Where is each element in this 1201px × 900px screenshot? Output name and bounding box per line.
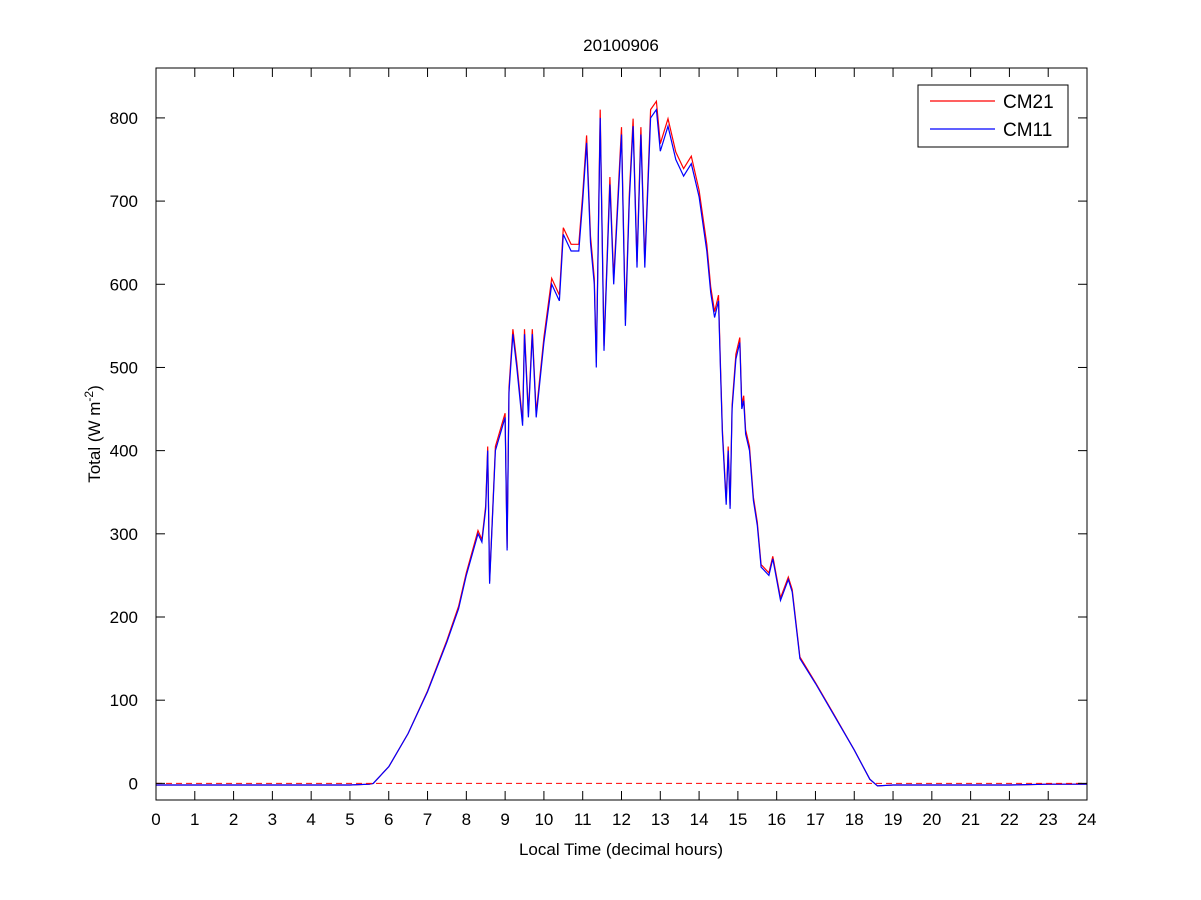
x-tick-label: 2 (229, 810, 238, 829)
legend: CM21 CM11 (917, 84, 1069, 148)
x-tick-label: 16 (767, 810, 786, 829)
y-tick-label: 600 (110, 275, 138, 294)
y-tick-label: 400 (110, 442, 138, 461)
y-tick-label: 500 (110, 358, 138, 377)
x-tick-label: 9 (500, 810, 509, 829)
chart-title: 20100906 (583, 36, 659, 55)
y-axis-label: Total (W m-2) (82, 385, 104, 483)
x-tick-label: 5 (345, 810, 354, 829)
y-tick-label: 300 (110, 525, 138, 544)
x-tick-label: 7 (423, 810, 432, 829)
y-tick-label: 0 (129, 774, 138, 793)
x-tick-label: 20 (922, 810, 941, 829)
x-tick-label: 22 (1000, 810, 1019, 829)
x-tick-label: 11 (574, 810, 592, 829)
y-tick-label: 200 (110, 608, 138, 627)
legend-box (917, 84, 1069, 148)
x-tick-label: 21 (961, 810, 980, 829)
plot-area: 0 1 2 3 4 5 6 7 8 9 10 11 12 13 14 15 16 17 18 19 20 21 22 23 24… (110, 67, 1097, 829)
x-tick-label: 0 (151, 810, 160, 829)
x-tick-label: 15 (728, 810, 747, 829)
legend-label-cm11: CM11 (1003, 120, 1052, 141)
x-tick-label: 8 (462, 810, 471, 829)
x-tick-label: 17 (806, 810, 825, 829)
y-tick-label: 700 (110, 192, 138, 211)
x-axis-label: Local Time (decimal hours) (519, 840, 723, 859)
x-tick-label: 10 (534, 810, 553, 829)
x-tick-label: 12 (612, 810, 631, 829)
x-tick-label: 1 (190, 810, 199, 829)
x-tick-label: 23 (1039, 810, 1058, 829)
x-tick-label: 19 (884, 810, 903, 829)
y-tick-label: 100 (110, 691, 138, 710)
x-tick-label: 13 (651, 810, 670, 829)
y-tick-label: 800 (110, 109, 138, 128)
series-line-cm11 (156, 107, 1087, 787)
x-tick-label: 6 (384, 810, 393, 829)
x-tick-label: 3 (268, 810, 277, 829)
x-tick-label: 18 (845, 810, 864, 829)
x-tick-label: 24 (1078, 810, 1097, 829)
x-tick-label: 14 (690, 810, 709, 829)
legend-label-cm21: CM21 (1003, 92, 1054, 113)
x-tick-label: 4 (306, 810, 315, 829)
